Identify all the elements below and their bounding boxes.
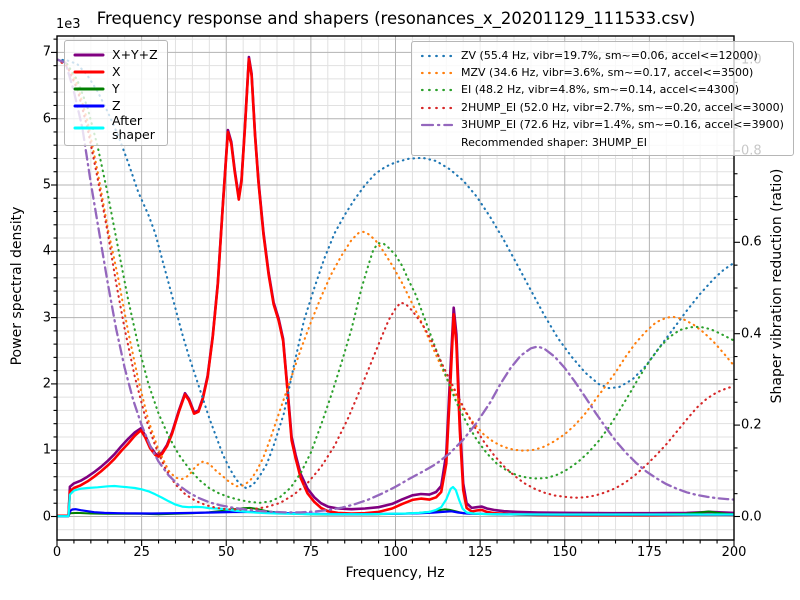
legend-item: 2HUMP_EI (52.0 Hz, vibr=2.7%, sm~=0.20, … xyxy=(420,99,784,116)
legend-item-label: MZV (34.6 Hz, vibr=3.6%, sm~=0.17, accel… xyxy=(461,66,754,80)
legend-item: After shaper xyxy=(73,114,158,141)
x-axis-label: Frequency, Hz xyxy=(345,565,445,581)
legend-line-swatch xyxy=(420,106,454,109)
legend-line-swatch xyxy=(73,87,105,90)
legend-item-label: 2HUMP_EI (52.0 Hz, vibr=2.7%, sm~=0.20, … xyxy=(461,100,784,114)
legend-measured: X+Y+Z X Y Z After shaper xyxy=(64,40,168,146)
legend-line-swatch xyxy=(73,104,105,107)
y-left-tick-label: 6 xyxy=(42,111,51,127)
legend-footer-row: Recommended shaper: 3HUMP_EI xyxy=(420,134,784,151)
legend-item-label: EI (48.2 Hz, vibr=4.8%, sm~=0.14, accel<… xyxy=(461,83,739,97)
legend-item: Y xyxy=(73,80,158,97)
x-tick-label: 200 xyxy=(721,545,747,560)
curves xyxy=(57,55,734,518)
legend-item: ZV (55.4 Hz, vibr=19.7%, sm~=0.06, accel… xyxy=(420,47,784,64)
legend-item: X+Y+Z xyxy=(73,46,158,63)
y-right-tick-label: 0.6 xyxy=(741,234,762,250)
legend-item-label: X+Y+Z xyxy=(112,46,158,62)
series-curve-2HUMP-EI xyxy=(57,58,734,511)
legend-line-swatch xyxy=(420,124,454,127)
legend-item-label: Z xyxy=(112,97,121,113)
x-tick-label: 100 xyxy=(383,545,408,560)
y-right-tick-label: 0.0 xyxy=(741,509,762,524)
legend-line-swatch xyxy=(420,89,454,92)
legend-line-swatch xyxy=(420,71,454,75)
series-curve-3HUMP-EI xyxy=(57,58,734,514)
series-curve-ZV xyxy=(57,58,734,490)
x-tick-label: 0 xyxy=(52,545,62,560)
axis-ticks xyxy=(51,38,740,546)
legend-item-label: ZV (55.4 Hz, vibr=19.7%, sm~=0.06, accel… xyxy=(461,48,758,62)
y-right-tick-label: 0.4 xyxy=(741,326,762,342)
legend-line-swatch xyxy=(420,54,454,57)
y-left-tick-label: 1 xyxy=(42,442,51,458)
legend-item: 3HUMP_EI (72.6 Hz, vibr=1.4%, sm~=0.16, … xyxy=(420,117,784,134)
legend-item-label: Y xyxy=(112,80,120,96)
legend-item: MZV (34.6 Hz, vibr=3.6%, sm~=0.17, accel… xyxy=(420,64,784,81)
legend-item: Z xyxy=(73,97,158,114)
x-tick-label: 50 xyxy=(217,545,235,560)
x-tick-label: 175 xyxy=(636,545,662,560)
series-curve-MZV xyxy=(57,58,734,488)
legend-item-label: X xyxy=(112,63,121,79)
minor-grid xyxy=(57,36,734,540)
legend-line-swatch xyxy=(73,126,105,129)
x-tick-label: 150 xyxy=(552,545,578,560)
y-left-tick-label: 3 xyxy=(42,310,51,326)
legend-item: X xyxy=(73,63,158,80)
series-curve-EI xyxy=(57,58,734,504)
x-tick-label: 25 xyxy=(133,545,150,560)
chart-title: Frequency response and shapers (resonanc… xyxy=(96,9,696,28)
y-left-tick-label: 2 xyxy=(42,376,51,392)
y-right-tick-label: 0.2 xyxy=(741,417,762,433)
x-tick-label: 75 xyxy=(302,545,320,560)
y-left-tick-label: 0 xyxy=(42,509,51,524)
legend-shapers: ZV (55.4 Hz, vibr=19.7%, sm~=0.06, accel… xyxy=(411,41,794,157)
y-left-tick-label: 4 xyxy=(42,243,51,259)
y-left-tick-label: 7 xyxy=(42,44,51,60)
recommended-shaper-text: Recommended shaper: 3HUMP_EI xyxy=(461,135,647,149)
x-tick-label: 125 xyxy=(467,545,493,560)
y-axis-label-left: Power spectral density xyxy=(9,206,25,366)
legend-item: EI (48.2 Hz, vibr=4.8%, sm~=0.14, accel<… xyxy=(420,82,784,99)
y-axis-offset-text: 1e3 xyxy=(56,17,81,32)
legend-item-label: After shaper xyxy=(112,113,155,142)
legend-line-swatch xyxy=(73,70,105,73)
y-left-tick-label: 5 xyxy=(42,177,51,193)
legend-line-swatch xyxy=(73,53,105,56)
legend-item-label: 3HUMP_EI (72.6 Hz, vibr=1.4%, sm~=0.16, … xyxy=(461,118,784,132)
y-axis-label-right: Shaper vibration reduction (ratio) xyxy=(769,168,785,404)
series-curve-X xyxy=(57,57,734,518)
series-curve-After-shaper xyxy=(57,484,734,518)
